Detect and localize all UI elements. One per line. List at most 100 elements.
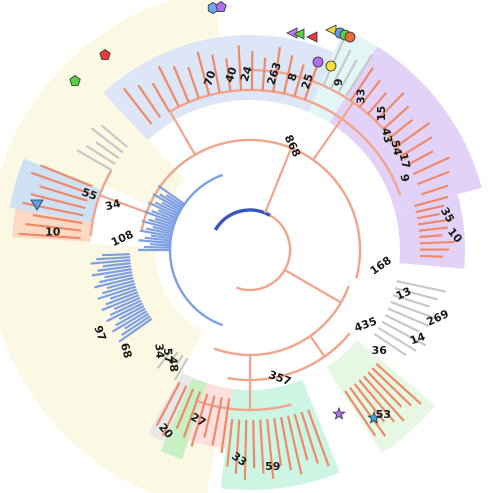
arc-top-inner — [249, 68, 407, 161]
clade-size-label: 43 — [379, 127, 395, 145]
leaf-orange-upper-left — [237, 45, 243, 91]
tip-markers — [30, 1, 381, 424]
leaf-blue-lower — [90, 259, 131, 265]
leaf-blue-lower — [101, 294, 140, 312]
clade-size-label: 70 — [201, 69, 218, 88]
leaf-blue-lower — [102, 253, 131, 257]
leaf-grey-right — [373, 332, 407, 357]
leaf-grey-left — [100, 124, 129, 148]
leaf-orange-mint — [300, 411, 319, 464]
leaf-orange-green — [367, 371, 403, 408]
pentagon-purple-marker — [215, 1, 227, 12]
clade-size-label: 97 — [91, 324, 108, 343]
leaf-orange-pink — [203, 395, 216, 438]
arc-left-clades — [89, 169, 113, 237]
leaf-orange-right-top — [415, 204, 445, 214]
leaf-blue-inner — [144, 210, 176, 224]
leaf-orange-pink — [220, 398, 231, 454]
leaf-orange-purple — [420, 184, 449, 196]
leaf-grey-right — [381, 320, 427, 347]
leaf-orange-right-top — [413, 195, 449, 208]
leaf-blue-inner — [138, 239, 171, 245]
leaf-orange-mint — [266, 419, 275, 479]
clade-size-label: 24 — [238, 64, 255, 83]
leaf-orange-pink — [155, 381, 181, 427]
leaf-blue-inner — [157, 184, 186, 206]
leaf-blue-lower — [115, 307, 146, 327]
clade-size-label: 53 — [376, 408, 391, 421]
leaf-orange-mint — [293, 413, 309, 461]
clade-size-label: 9 — [397, 173, 411, 183]
leaf-blue-inner — [150, 243, 171, 247]
leaf-grey-mid — [169, 351, 179, 364]
triangle-blue-marker — [30, 199, 44, 211]
inner-white-right — [180, 250, 358, 390]
leaf-blue-inner — [150, 234, 172, 240]
leaf-blue-lower — [97, 265, 132, 272]
leaf-orange-purple — [396, 122, 431, 147]
leaf-orange-mint — [286, 415, 303, 475]
leaf-orange-right-top — [419, 234, 443, 239]
leaf-grey-left — [85, 144, 116, 165]
leaf-orange-pink — [175, 388, 195, 430]
leaf-orange-pink — [190, 393, 209, 447]
leaf-orange-purple — [417, 170, 450, 186]
leaf-orange-mint — [226, 418, 234, 467]
clade-size-label: 14 — [408, 330, 427, 348]
leaf-grey-right — [384, 314, 420, 333]
leaf-orange-mint — [243, 419, 248, 480]
clade-size-label: 13 — [394, 285, 413, 303]
leaf-orange-upper-left — [211, 54, 221, 94]
leaf-orange-upper-left — [261, 57, 267, 91]
leaf-orange-right-top — [419, 254, 443, 258]
leaf-orange-left — [18, 232, 81, 240]
leaf-blue-inner — [148, 201, 178, 218]
leaf-grey-mid — [171, 354, 184, 372]
leaf-grey-cyan — [344, 54, 373, 98]
clade-size-label: 57 — [161, 347, 175, 363]
triangle-red-marker — [306, 31, 318, 43]
leaf-blue-inner — [154, 217, 175, 226]
leaf-orange-pink — [211, 397, 223, 446]
arc-right-inner — [227, 332, 351, 382]
leaf-blue-lower — [106, 302, 143, 323]
leaf-orange-right-top — [419, 240, 455, 245]
circle-yellow-marker — [325, 60, 337, 72]
radial-branch-4 — [284, 269, 342, 304]
arc-upper-clades — [169, 88, 402, 196]
pentagon-red-marker — [99, 49, 111, 60]
leaf-orange-green — [362, 375, 405, 422]
pentagon-green-marker — [69, 75, 81, 86]
leaf-orange-upper-left — [272, 47, 282, 92]
leaf-orange-purple — [407, 150, 434, 166]
radial-branch-2 — [99, 194, 148, 214]
leaf-grey-cyan — [337, 59, 358, 94]
leaf-orange-left — [30, 193, 86, 210]
leaf-blue-inner — [159, 193, 183, 209]
leaf-orange-upper-left — [196, 51, 211, 96]
leaf-orange-mint — [307, 409, 330, 467]
leaf-blue-lower — [109, 299, 142, 316]
leaf-orange-left — [25, 223, 82, 232]
leaf-blue-lower — [124, 312, 149, 330]
leaf-grey-right — [392, 294, 430, 308]
leaf-blue-inner — [151, 209, 177, 222]
clade-size-label: 55 — [80, 185, 99, 202]
leaf-orange-left — [40, 164, 93, 188]
leaf-orange-upper-left — [282, 55, 294, 94]
leaf-blue-lower — [118, 317, 153, 343]
clade-size-label: 15 — [375, 106, 388, 121]
leaf-blue-inner — [165, 194, 184, 207]
leaf-blue-lower — [118, 305, 145, 321]
leaf-orange-right-top — [417, 218, 453, 226]
radial-branch-3 — [312, 101, 355, 161]
leaf-grey-right — [387, 307, 430, 327]
arc-blue-clade — [168, 173, 224, 327]
leaf-orange-green — [353, 383, 386, 423]
leaf-blue-lower — [111, 310, 148, 333]
clade-size-label: 25 — [299, 72, 316, 91]
leaf-orange-upper-left — [225, 58, 232, 92]
leaf-blue-lower — [91, 268, 132, 277]
